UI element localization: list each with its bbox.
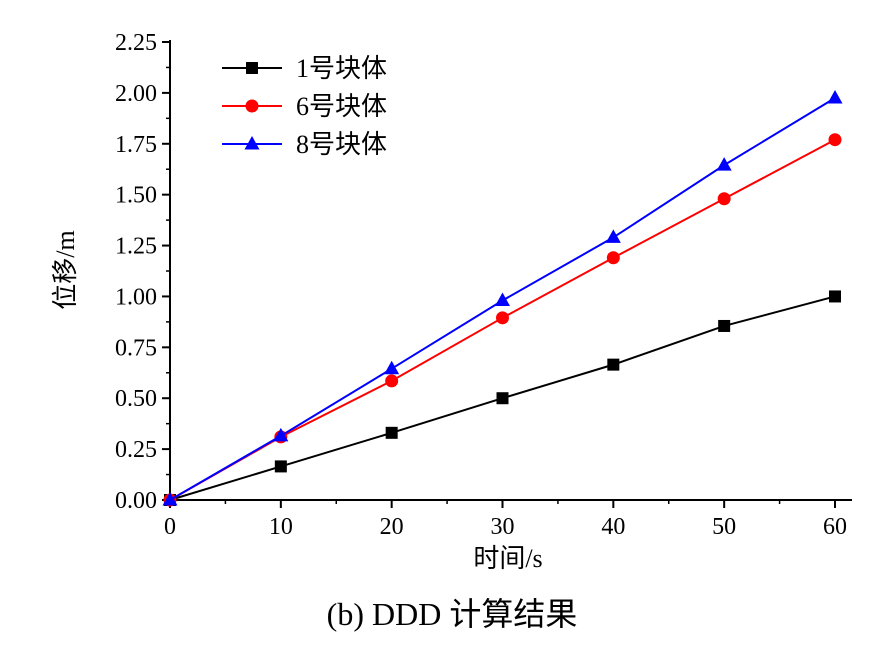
- legend: 1号块体 6号块体 8号块体: [222, 54, 387, 159]
- legend-label: 6号块体: [296, 92, 387, 121]
- x-axis-ticks: 0 10 20 30 40 50 60: [164, 500, 847, 540]
- legend-item: 6号块体: [222, 92, 387, 121]
- legend-label: 1号块体: [296, 54, 387, 83]
- y-axis-ticks: 0.00 0.25 0.50 0.75 1.00 1.25 1.50 1.75 2.00 2.25: [115, 30, 170, 514]
- y-tick-label: 1.25: [115, 234, 157, 260]
- y-tick-label: 2.00: [115, 81, 157, 107]
- x-tick-label: 50: [712, 514, 736, 540]
- series-2: [163, 133, 842, 507]
- data-point: [827, 89, 843, 104]
- legend-label: 8号块体: [296, 130, 387, 159]
- x-tick-label: 10: [269, 514, 293, 540]
- y-tick-label: 0.50: [115, 386, 157, 412]
- legend-item: 8号块体: [222, 130, 387, 159]
- x-axis-title: 时间/s: [473, 544, 542, 573]
- data-point: [607, 358, 620, 371]
- data-point: [496, 392, 509, 405]
- data-point: [606, 251, 620, 265]
- legend-marker: [245, 99, 259, 113]
- data-point: [829, 290, 841, 303]
- y-tick-label: 1.50: [115, 183, 157, 209]
- data-point: [828, 133, 842, 147]
- y-tick-label: 1.00: [115, 284, 157, 310]
- legend-marker: [246, 62, 258, 74]
- y-axis-title: 位移/m: [51, 230, 80, 309]
- data-point: [495, 292, 510, 307]
- x-tick-label: 20: [380, 514, 404, 540]
- series-layer: [162, 89, 843, 507]
- x-tick-label: 30: [491, 514, 515, 540]
- legend-marker: [244, 136, 260, 150]
- data-point: [718, 319, 731, 332]
- data-point: [385, 426, 398, 439]
- chart-caption: (b) DDD 计算结果: [327, 596, 578, 632]
- data-point: [384, 360, 400, 375]
- data-point: [716, 157, 732, 171]
- y-tick-label: 1.75: [115, 132, 157, 158]
- axes: [169, 40, 852, 501]
- x-tick-label: 60: [823, 514, 847, 540]
- x-tick-label: 40: [601, 514, 625, 540]
- y-tick-label: 0.00: [115, 488, 157, 514]
- x-tick-label: 0: [164, 514, 176, 540]
- data-point: [273, 427, 289, 442]
- y-tick-label: 0.25: [115, 437, 157, 463]
- legend-item: 1号块体: [222, 54, 387, 83]
- y-tick-label: 2.25: [115, 30, 157, 56]
- y-tick-label: 0.75: [115, 335, 157, 361]
- series-3: [162, 89, 843, 506]
- data-point: [605, 229, 621, 243]
- data-point: [496, 311, 509, 325]
- data-point: [385, 374, 399, 388]
- data-point: [274, 460, 287, 473]
- data-point: [162, 492, 178, 506]
- data-point: [717, 192, 731, 206]
